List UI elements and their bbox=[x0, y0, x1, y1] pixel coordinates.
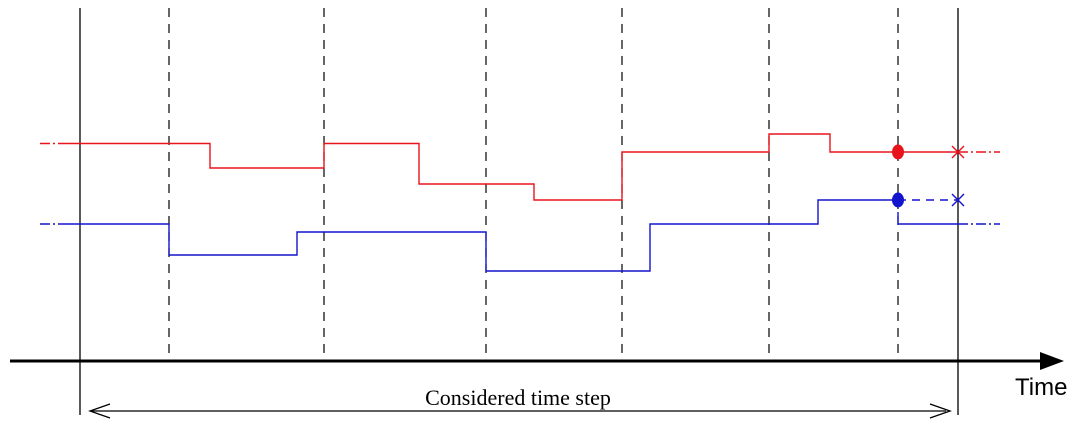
blue-marker-icon bbox=[892, 192, 904, 208]
blue-signal bbox=[40, 199, 1000, 272]
considered-step-arrow-left-head bbox=[88, 403, 111, 419]
blue-end-x-icon bbox=[951, 193, 965, 207]
red-signal bbox=[40, 133, 1000, 201]
red-step-line bbox=[60, 133, 898, 201]
blue-after-reset bbox=[897, 212, 958, 225]
red-marker-icon bbox=[892, 144, 904, 160]
blue-step-line bbox=[60, 199, 898, 272]
time-axis-arrowhead bbox=[1040, 352, 1064, 370]
time-axis-label: Time bbox=[1015, 374, 1067, 401]
red-end-x-icon bbox=[951, 145, 965, 159]
considered-step-label: Considered time step bbox=[425, 385, 611, 410]
considered-step-arrow-right-head bbox=[929, 403, 952, 419]
